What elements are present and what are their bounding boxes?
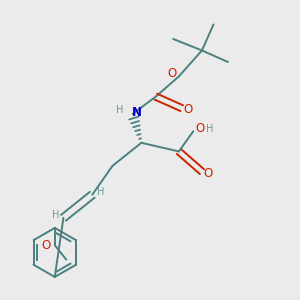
Text: H: H [116, 106, 123, 116]
Text: O: O [167, 67, 176, 80]
Text: H: H [52, 210, 59, 220]
Text: H: H [206, 124, 214, 134]
Text: O: O [41, 239, 51, 252]
Text: N: N [132, 106, 142, 119]
Text: H: H [97, 187, 105, 197]
Text: O: O [184, 103, 193, 116]
Text: O: O [204, 167, 213, 180]
Text: O: O [196, 122, 205, 135]
